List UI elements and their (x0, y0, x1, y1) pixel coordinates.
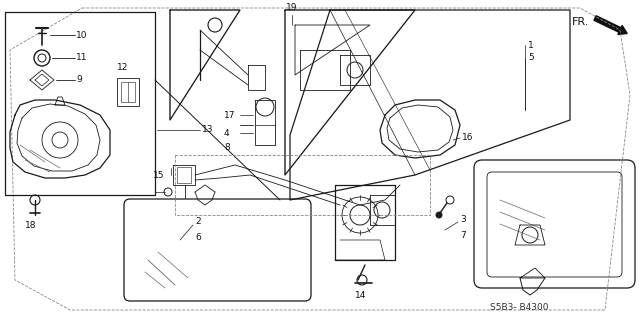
Text: 9: 9 (76, 76, 82, 85)
Text: 10: 10 (76, 31, 88, 40)
Text: 7: 7 (460, 231, 466, 240)
FancyArrow shape (594, 16, 627, 34)
Circle shape (436, 212, 442, 218)
Text: FR.: FR. (572, 17, 589, 27)
Bar (117, 78, 139, 106)
Text: 19: 19 (286, 4, 298, 12)
Bar (177, 167, 191, 183)
Text: S5B3- B4300: S5B3- B4300 (490, 303, 548, 313)
Text: 12: 12 (117, 63, 129, 72)
Text: 14: 14 (355, 291, 366, 300)
Text: 2: 2 (195, 218, 200, 226)
Text: 6: 6 (195, 233, 201, 241)
Text: 5: 5 (528, 54, 534, 63)
Text: 11: 11 (76, 54, 88, 63)
Text: 3: 3 (460, 216, 466, 225)
Text: 13: 13 (202, 125, 214, 135)
Text: 17: 17 (224, 110, 236, 120)
Text: 18: 18 (25, 220, 36, 229)
Text: 1: 1 (528, 41, 534, 49)
Text: 15: 15 (153, 170, 164, 180)
Bar (121, 82, 135, 102)
Text: 8: 8 (224, 144, 230, 152)
Text: 16: 16 (462, 133, 474, 143)
Text: 4: 4 (224, 129, 230, 137)
